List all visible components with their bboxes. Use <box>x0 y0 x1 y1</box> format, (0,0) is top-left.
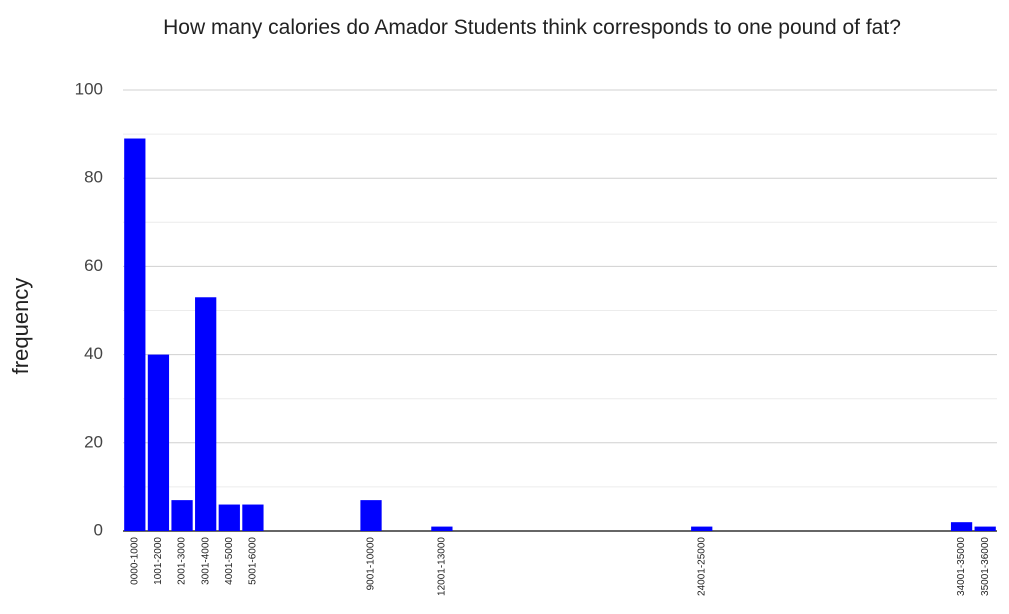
x-tick-label: 0000-1000 <box>129 537 140 585</box>
bar <box>171 500 193 531</box>
bar <box>431 526 453 531</box>
x-tick-label: 12001-13000 <box>437 537 448 596</box>
x-tick-label: 34001-35000 <box>956 537 967 596</box>
bar <box>195 297 217 531</box>
x-tick-label: 9001-10000 <box>366 537 377 591</box>
y-axis-label: frequency <box>8 278 33 375</box>
y-tick-label: 100 <box>75 79 103 98</box>
x-tick-label: 5001-6000 <box>248 537 259 585</box>
bar <box>218 504 240 531</box>
bar <box>360 500 382 531</box>
bar <box>242 504 264 531</box>
x-tick-label: 2001-3000 <box>177 537 188 585</box>
x-tick-label: 3001-4000 <box>200 537 211 585</box>
y-tick-label: 0 <box>94 520 103 539</box>
y-tick-label: 60 <box>84 256 103 275</box>
y-tick-label: 20 <box>84 432 103 451</box>
x-tick-label: 35001-36000 <box>980 537 991 596</box>
bar <box>147 354 170 531</box>
bar <box>974 526 996 531</box>
bar <box>691 526 713 531</box>
y-tick-label: 80 <box>84 168 103 187</box>
x-tick-label: 24001-25000 <box>696 537 707 596</box>
bar <box>124 138 146 531</box>
x-tick-label: 4001-5000 <box>224 537 235 585</box>
y-tick-label: 40 <box>84 344 103 363</box>
bar <box>950 522 973 531</box>
chart-title: How many calories do Amador Students thi… <box>163 16 901 39</box>
x-tick-label: 1001-2000 <box>153 537 164 585</box>
